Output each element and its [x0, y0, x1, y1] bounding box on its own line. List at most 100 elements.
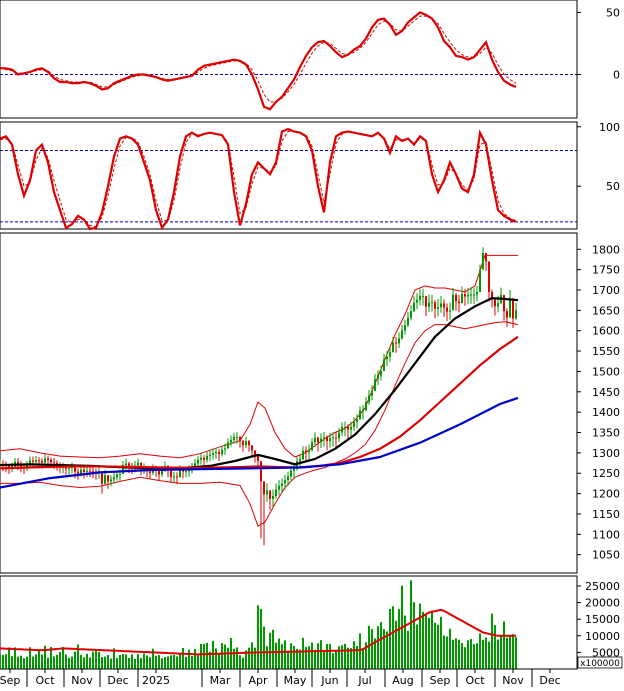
- volume-bar: [374, 638, 376, 669]
- price-candle-body: [92, 471, 94, 473]
- price-candle-body: [242, 441, 244, 446]
- price-candle-body: [194, 463, 196, 468]
- volume-bar: [146, 655, 148, 669]
- price-ytick-label: 1600: [592, 325, 620, 338]
- price-candle-body: [251, 445, 253, 451]
- volume-bar: [11, 656, 13, 669]
- price-candle-body: [308, 450, 310, 453]
- volume-bar: [122, 654, 124, 669]
- volume-bar: [23, 658, 25, 669]
- price-candle-body: [56, 463, 58, 465]
- price-candle-body: [290, 470, 292, 477]
- volume-bar: [482, 639, 484, 669]
- price-candle-body: [416, 299, 418, 303]
- price-candle-body: [77, 471, 79, 474]
- price-candle-body: [248, 441, 250, 446]
- price-candle-body: [158, 470, 160, 475]
- volume-bar: [0, 654, 1, 669]
- price-candle-body: [176, 476, 178, 478]
- price-candle-body: [149, 471, 151, 473]
- volume-bar: [137, 654, 139, 669]
- volume-bar: [419, 603, 421, 669]
- volume-bar: [17, 656, 19, 669]
- volume-bar: [65, 654, 67, 669]
- price-candle-body: [473, 294, 475, 296]
- volume-bar: [515, 637, 517, 669]
- volume-bar: [452, 639, 454, 669]
- price-candle-body: [161, 470, 163, 475]
- volume-bar: [203, 643, 205, 669]
- price-candle-body: [116, 474, 118, 478]
- volume-bar: [104, 656, 106, 669]
- volume-bar: [206, 642, 208, 669]
- volume-bar: [68, 657, 70, 669]
- oscillator-2-series-line-2: [0, 130, 517, 228]
- price-candle-body: [368, 395, 370, 402]
- volume-bar: [485, 637, 487, 669]
- volume-bar: [35, 654, 37, 669]
- volume-unit-label: x100000: [580, 659, 620, 669]
- volume-bar: [89, 657, 91, 669]
- price-candle-body: [299, 459, 301, 462]
- volume-bar: [302, 637, 304, 669]
- volume-bar: [2, 654, 4, 669]
- price-ytick-label: 1550: [592, 345, 620, 358]
- price-candle-body: [401, 330, 403, 339]
- x-axis-tick-label: May: [284, 674, 307, 687]
- volume-bar: [440, 616, 442, 669]
- price-candle-body: [278, 485, 280, 490]
- price-candle-body: [455, 294, 457, 302]
- volume-ytick-label: 20000: [585, 597, 620, 610]
- volume-bar: [116, 658, 118, 669]
- x-axis-tick-label: Aug: [392, 674, 413, 687]
- volume-bar: [113, 648, 115, 669]
- price-ytick-label: 1300: [592, 447, 620, 460]
- price-candle-body: [359, 410, 361, 420]
- price-candle-body: [68, 467, 70, 469]
- volume-bar: [8, 647, 10, 669]
- volume-bar: [92, 651, 94, 669]
- price-candle-body: [491, 292, 493, 299]
- volume-bar: [158, 655, 160, 669]
- price-candle-body: [431, 302, 433, 304]
- price-candle-body: [41, 461, 43, 463]
- price-candle-body: [38, 460, 40, 462]
- price-candle-body: [260, 461, 262, 482]
- price-candle-body: [254, 450, 256, 456]
- volume-bar: [125, 654, 127, 669]
- price-candle-body: [479, 269, 481, 293]
- oscillator-1-frame: [0, 0, 578, 119]
- volume-bar: [188, 649, 190, 669]
- price-candle-body: [83, 469, 85, 473]
- volume-bar: [338, 646, 340, 669]
- price-candle-body: [395, 342, 397, 344]
- price-candle-body: [326, 437, 328, 442]
- price-candle-body: [428, 302, 430, 307]
- price-candle-body: [110, 479, 112, 482]
- volume-bar: [488, 641, 490, 669]
- volume-bar: [320, 640, 322, 669]
- price-candle-body: [356, 419, 358, 422]
- price-candle-body: [464, 294, 466, 297]
- price-candle-body: [410, 311, 412, 318]
- volume-bar: [344, 643, 346, 669]
- volume-bar: [176, 656, 178, 669]
- price-candle-body: [353, 421, 355, 427]
- volume-bar: [470, 639, 472, 669]
- volume-bar: [416, 624, 418, 669]
- volume-bar: [404, 615, 406, 669]
- volume-bar: [350, 648, 352, 669]
- volume-bar: [446, 636, 448, 669]
- price-ytick-label: 1700: [592, 284, 620, 297]
- price-candle-body: [275, 489, 277, 497]
- volume-bar: [62, 646, 64, 669]
- volume-bar: [182, 648, 184, 669]
- price-ytick-label: 1650: [592, 304, 620, 317]
- volume-bar: [248, 647, 250, 669]
- volume-ytick-label: 15000: [585, 613, 620, 626]
- volume-bar: [5, 654, 7, 669]
- volume-bar: [29, 647, 31, 669]
- price-candle-body: [512, 298, 514, 319]
- price-candle-body: [203, 457, 205, 460]
- volume-bar: [80, 654, 82, 669]
